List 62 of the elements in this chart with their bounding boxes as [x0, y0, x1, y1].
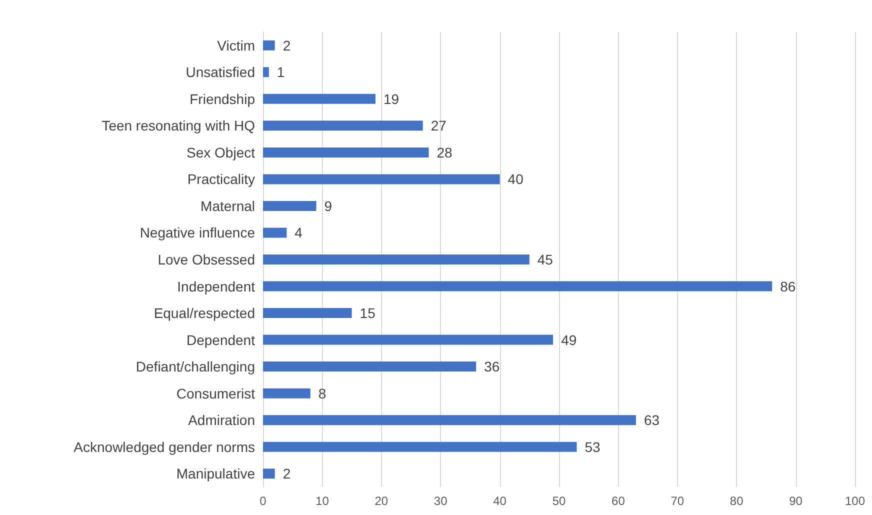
- data-label: 28: [436, 144, 453, 160]
- data-label: 9: [324, 198, 332, 214]
- bar: [263, 388, 310, 398]
- y-tick-label: Defiant/challenging: [136, 358, 255, 375]
- bar: [263, 442, 577, 452]
- y-tick-label: Sex Object: [186, 144, 256, 160]
- data-label: 15: [360, 305, 376, 322]
- data-label: 2: [282, 466, 291, 482]
- y-tick-label: Independent: [177, 278, 256, 294]
- x-tick-label: 90: [789, 494, 803, 508]
- y-tick-label: Unsatisfied: [186, 64, 255, 80]
- data-label: 8: [318, 385, 326, 402]
- y-tick-label: Equal/respected: [154, 305, 255, 322]
- data-label: 4: [294, 224, 303, 241]
- x-tick-label: 30: [434, 494, 448, 508]
- data-label: 2: [282, 37, 291, 54]
- y-tick-label: Dependent: [186, 332, 256, 348]
- y-tick-label: Victim: [217, 37, 255, 54]
- bar: [263, 468, 275, 479]
- y-tick-label: Teen resonating with HQ: [102, 118, 256, 134]
- y-tick-label: Negative influence: [140, 224, 256, 241]
- x-tick-label: 80: [730, 494, 744, 508]
- x-tick-label: 100: [844, 494, 866, 508]
- y-tick-label: Consumerist: [176, 385, 256, 402]
- data-label: 86: [780, 278, 796, 294]
- bar: [263, 254, 530, 264]
- data-label: 49: [561, 332, 577, 348]
- bar: [263, 415, 636, 426]
- bar: [263, 174, 500, 184]
- x-tick-label: 70: [670, 494, 684, 508]
- bar: [263, 67, 269, 78]
- y-tick-label: Practicality: [187, 171, 255, 188]
- bar: [263, 281, 772, 292]
- bar: [263, 308, 352, 318]
- data-label: 36: [484, 358, 500, 375]
- x-tick-label: 0: [260, 494, 267, 508]
- bar: [263, 362, 476, 372]
- x-tick-label: 10: [316, 494, 330, 508]
- y-tick-label: Acknowledged gender norms: [74, 438, 255, 455]
- y-tick-label: Admiration: [188, 412, 255, 428]
- x-tick-label: 60: [612, 494, 626, 508]
- data-label: 1: [276, 64, 285, 80]
- data-label: 53: [584, 438, 601, 455]
- y-tick-label: Love Obsessed: [158, 252, 255, 268]
- data-label: 63: [644, 412, 660, 428]
- bar: [263, 228, 287, 238]
- data-label: 19: [383, 90, 400, 107]
- bar: [263, 40, 275, 50]
- data-label: 27: [430, 118, 447, 134]
- x-tick-label: 40: [493, 494, 507, 508]
- bar: [263, 94, 376, 104]
- data-label: 40: [508, 171, 524, 188]
- y-tick-label: Manipulative: [176, 466, 256, 482]
- bar: [263, 334, 554, 345]
- bar: [263, 200, 316, 211]
- y-tick-label: Friendship: [190, 90, 256, 107]
- x-tick-label: 50: [552, 494, 566, 508]
- bar: [263, 147, 429, 158]
- x-tick-label: 20: [374, 494, 388, 508]
- data-label: 45: [537, 252, 554, 268]
- bar: [263, 120, 423, 131]
- y-tick-label: Maternal: [200, 198, 255, 214]
